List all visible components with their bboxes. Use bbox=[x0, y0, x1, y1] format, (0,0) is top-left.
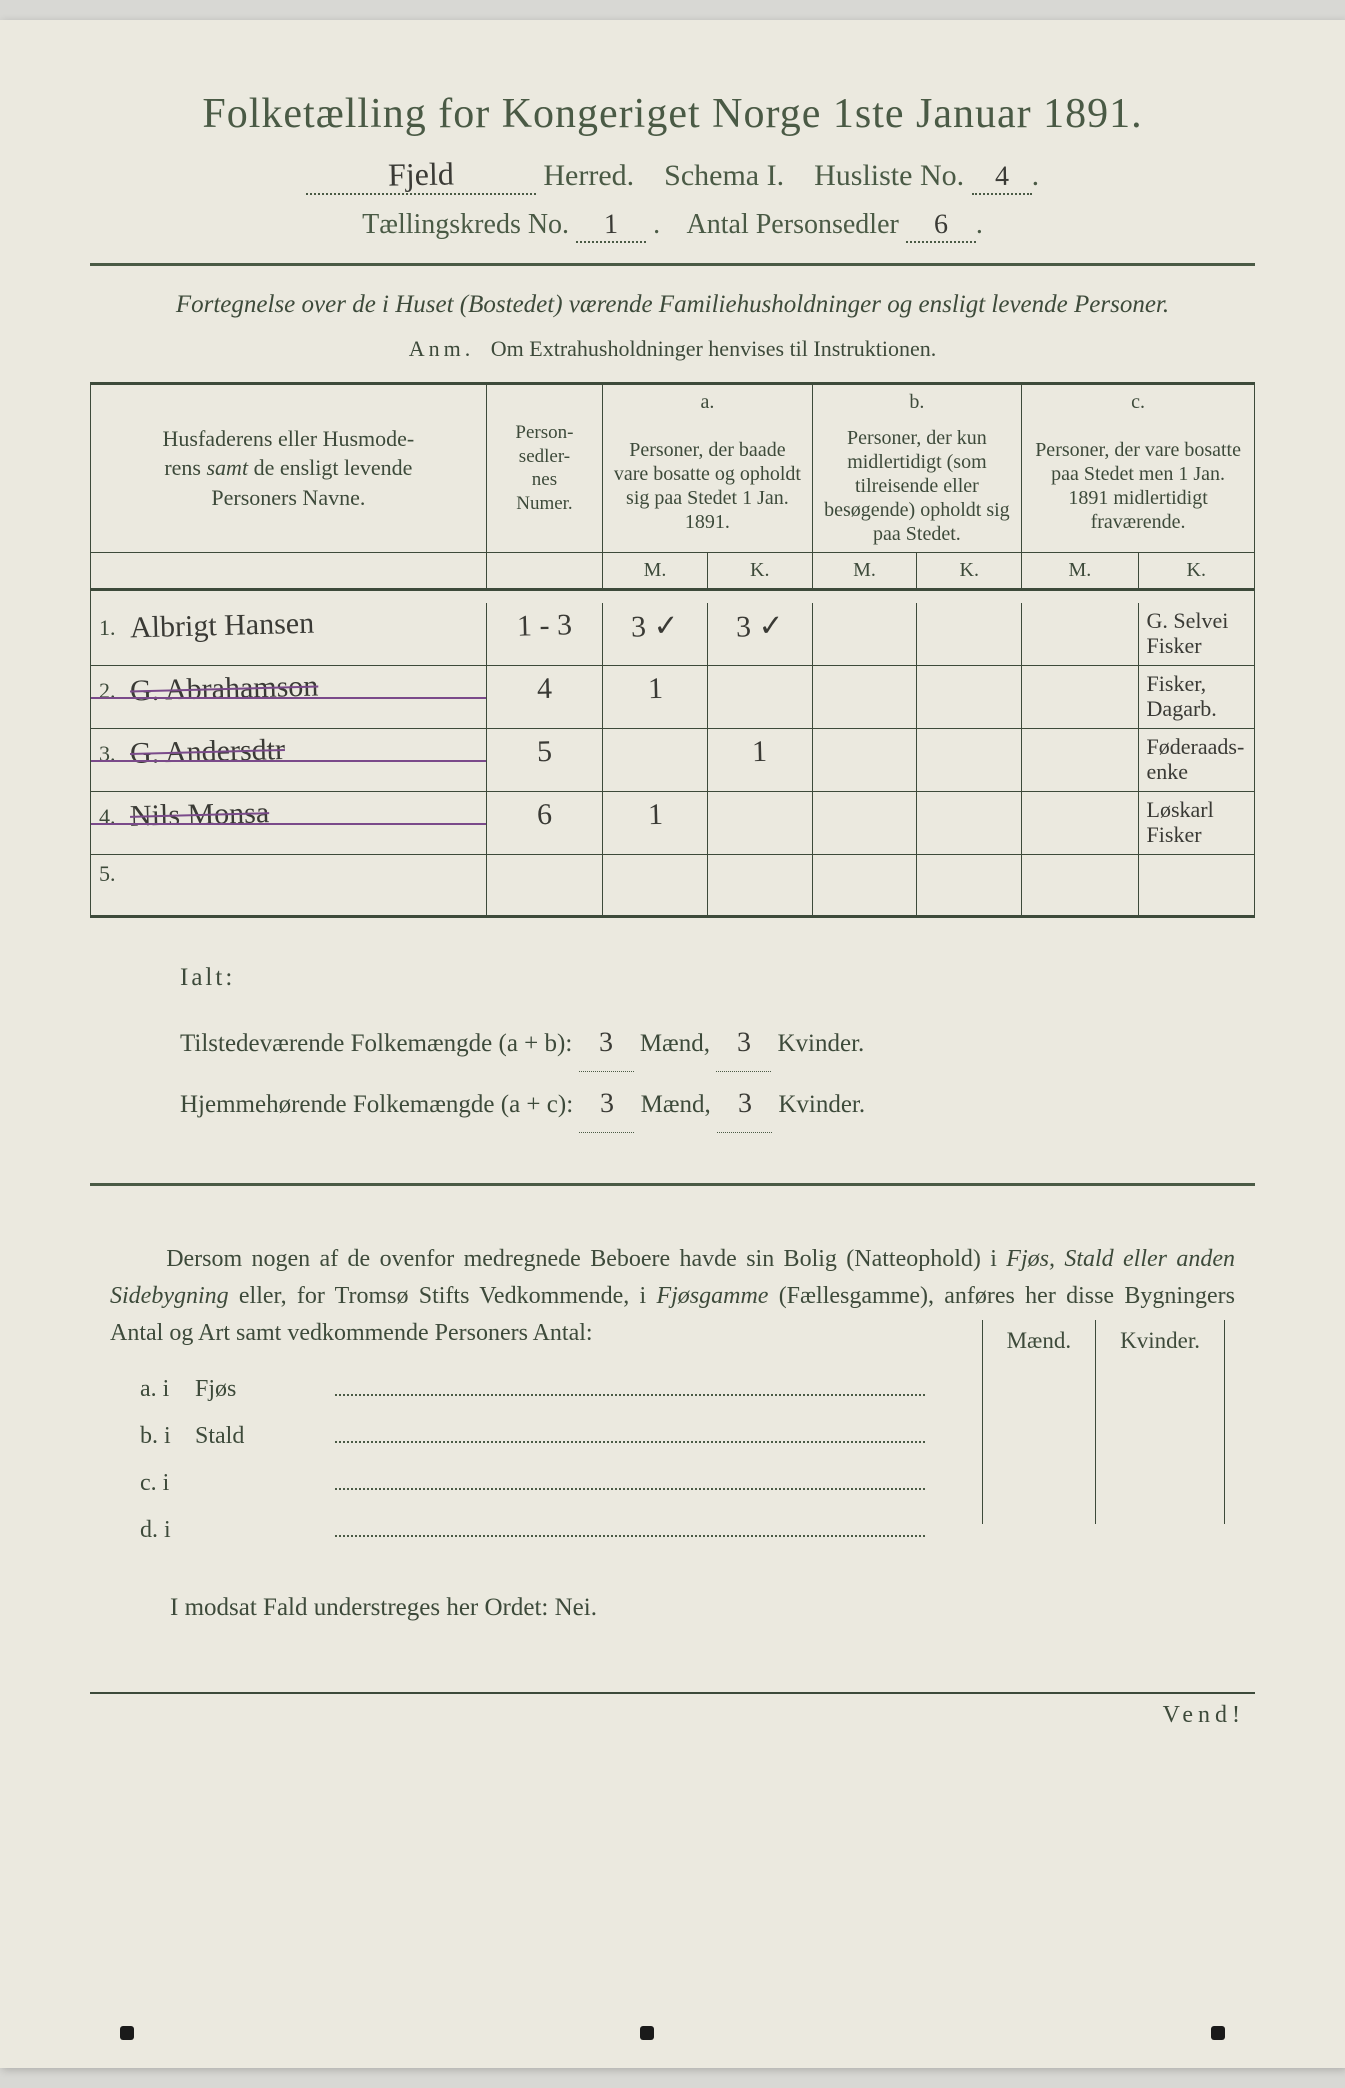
person-name: G. Abrahamson bbox=[130, 669, 319, 708]
anm-text: Om Extrahusholdninger henvises til Instr… bbox=[491, 336, 936, 361]
tilstede-k: 3 bbox=[736, 1015, 751, 1071]
tilstede-label: Tilstedeværende Folkemængde (a + b): bbox=[180, 1030, 572, 1057]
vend-label: Vend! bbox=[90, 1702, 1255, 1729]
section-intro: Fortegnelse over de i Huset (Bostedet) v… bbox=[120, 288, 1225, 322]
buildings-block: Mænd. Kvinder. a. iFjøsb. iStaldc. id. i bbox=[140, 1372, 1235, 1544]
maend-label-2: Mænd, bbox=[641, 1091, 711, 1118]
mk-kvinder: Kvinder. bbox=[1095, 1320, 1225, 1524]
page-title: Folketælling for Kongeriget Norge 1ste J… bbox=[90, 90, 1255, 138]
col-nums-header: Person-sedler-nesNumer. bbox=[486, 383, 602, 552]
col-c-m: M. bbox=[1022, 552, 1138, 589]
building-word: Fjøs bbox=[195, 1376, 335, 1403]
maend-label-1: Mænd, bbox=[640, 1030, 710, 1057]
building-word: Stald bbox=[195, 1423, 335, 1450]
census-table-wrap: Husfaderens eller Husmode-rens samt de e… bbox=[90, 382, 1255, 918]
kvinder-label-2: Kvinder. bbox=[778, 1091, 865, 1118]
dotted-fill bbox=[335, 1372, 925, 1396]
ialt-label: Ialt: bbox=[180, 953, 235, 1003]
cell-c-k: Løskarl Fisker bbox=[1147, 797, 1214, 847]
hjemme-m: 3 bbox=[599, 1076, 614, 1132]
building-key: c. i bbox=[140, 1470, 195, 1497]
para-e2: Fjøsgamme bbox=[656, 1283, 768, 1309]
building-key: b. i bbox=[140, 1423, 195, 1450]
divider bbox=[90, 263, 1255, 266]
person-name: G. Andersdtr bbox=[130, 733, 286, 771]
col-c-k: K. bbox=[1138, 552, 1254, 589]
binding-hole bbox=[120, 2026, 134, 2040]
header-line-1: Fjeld Herred. Schema I. Husliste No. 4 . bbox=[90, 156, 1255, 195]
anm-label: Anm. bbox=[409, 336, 475, 361]
cell-a-m: 1 bbox=[647, 672, 663, 706]
totals-block: Ialt: Tilstedeværende Folkemængde (a + b… bbox=[180, 953, 1255, 1133]
hjemme-label: Hjemmehørende Folkemængde (a + c): bbox=[180, 1091, 573, 1118]
kvinder-label-1: Kvinder. bbox=[777, 1030, 864, 1057]
tilstede-m: 3 bbox=[599, 1015, 614, 1071]
person-nums: 1 - 3 bbox=[517, 608, 573, 643]
cell-c-k: Fisker, Dagarb. bbox=[1147, 671, 1217, 721]
cell-a-m: 1 bbox=[647, 798, 663, 832]
cell-c-k: G. Selvei Fisker bbox=[1147, 608, 1229, 658]
cell-a-k: 3 ✓ bbox=[736, 608, 785, 644]
anm-line: Anm. Om Extrahusholdninger henvises til … bbox=[90, 336, 1255, 362]
person-name: Nils Monsa bbox=[130, 796, 270, 834]
person-nums: 5 bbox=[537, 735, 553, 769]
col-a-label: a. bbox=[603, 383, 813, 420]
binding-hole bbox=[1211, 2026, 1225, 2040]
mk-box: Mænd. Kvinder. bbox=[982, 1320, 1225, 1524]
binding-hole bbox=[640, 2026, 654, 2040]
person-nums: 6 bbox=[537, 798, 553, 832]
herred-value: Fjeld bbox=[388, 155, 454, 193]
herred-label: Herred. bbox=[543, 159, 634, 192]
antal-label: Antal Personsedler bbox=[687, 209, 899, 240]
table-row: 5. bbox=[91, 854, 1255, 916]
husliste-value: 4 bbox=[994, 161, 1009, 193]
kreds-value: 1 bbox=[604, 209, 619, 241]
census-table: Husfaderens eller Husmode-rens samt de e… bbox=[90, 382, 1255, 918]
col-a-k: K. bbox=[707, 552, 812, 589]
cell-a-k: 1 bbox=[752, 735, 768, 769]
col-c-label: c. bbox=[1022, 383, 1255, 420]
table-row: 2. G. Abrahamson 4 1 Fisker, Dagarb. bbox=[91, 665, 1255, 728]
table-row: 1. Albrigt Hansen 1 - 3 3 ✓ 3 ✓ G. Selvei Fi… bbox=[91, 603, 1255, 666]
row-number: 2. bbox=[99, 678, 125, 704]
header-line-2: Tællingskreds No. 1 . Antal Personsedler… bbox=[90, 209, 1255, 243]
col-b-m: M. bbox=[812, 552, 917, 589]
bottom-rule bbox=[90, 1692, 1255, 1694]
census-form-page: Folketælling for Kongeriget Norge 1ste J… bbox=[0, 20, 1345, 2068]
row-number: 5. bbox=[99, 861, 125, 887]
building-key: d. i bbox=[140, 1517, 195, 1544]
hjemme-k: 3 bbox=[737, 1076, 752, 1132]
col-a-m: M. bbox=[603, 552, 708, 589]
row-number: 4. bbox=[99, 804, 125, 830]
person-nums: 4 bbox=[537, 672, 553, 706]
col-b-k: K. bbox=[917, 552, 1022, 589]
mk-maend: Mænd. bbox=[982, 1320, 1096, 1524]
cell-c-k: Føderaads-enke bbox=[1147, 734, 1245, 784]
row-number: 3. bbox=[99, 741, 125, 767]
kreds-label: Tællingskreds No. bbox=[362, 209, 569, 240]
para-t1: Dersom nogen af de ovenfor medregnede Be… bbox=[166, 1246, 1006, 1272]
person-name: Albrigt Hansen bbox=[130, 606, 315, 645]
dotted-fill bbox=[335, 1513, 925, 1537]
cell-a-m: 3 ✓ bbox=[631, 608, 680, 644]
table-row: 4. Nils Monsa 6 1 Løskarl Fisker bbox=[91, 791, 1255, 854]
col-a-desc: Personer, der baade vare bosatte og opho… bbox=[603, 420, 813, 553]
building-key: a. i bbox=[140, 1376, 195, 1403]
col-c-desc: Personer, der vare bosatte paa Stedet me… bbox=[1022, 420, 1255, 553]
husliste-label: Husliste No. bbox=[814, 159, 964, 192]
para-t2: eller, for Tromsø Stifts Vedkommende, i bbox=[229, 1283, 657, 1309]
nei-line: I modsat Fald understreges her Ordet: Ne… bbox=[170, 1594, 1255, 1622]
antal-value: 6 bbox=[934, 209, 949, 241]
col-names-header: Husfaderens eller Husmode-rens samt de e… bbox=[91, 383, 487, 552]
table-row: 3. G. Andersdtr 5 1 Føderaads-enke bbox=[91, 728, 1255, 791]
dotted-fill bbox=[335, 1466, 925, 1490]
col-b-label: b. bbox=[812, 383, 1022, 420]
schema-label: Schema I. bbox=[664, 159, 784, 192]
dotted-fill bbox=[335, 1419, 925, 1443]
col-b-desc: Personer, der kun midlertidigt (som tilr… bbox=[812, 420, 1022, 553]
row-number: 1. bbox=[99, 615, 125, 641]
divider-2 bbox=[90, 1183, 1255, 1186]
